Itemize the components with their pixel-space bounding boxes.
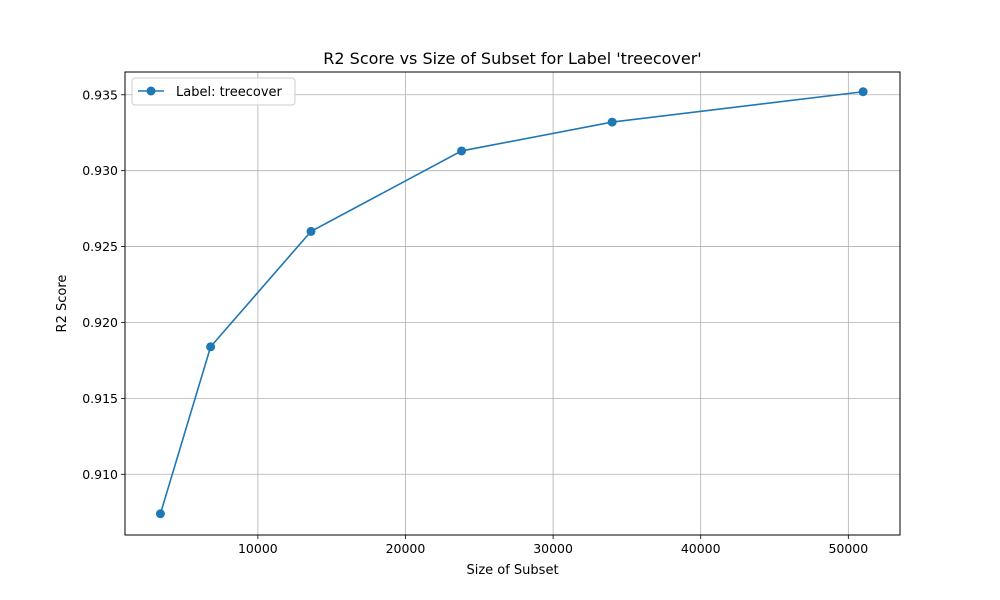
data-point [607,117,617,127]
legend-marker [146,86,156,96]
data-point [155,509,165,519]
x-axis-label: Size of Subset [466,563,558,578]
x-tick-label: 30000 [533,541,573,556]
ticks-layer: 10000 20000 30000 40000 50000 0.910 0.915 0.920… [82,87,868,556]
legend-label: Label: treecover [176,85,283,100]
y-tick-label: 0.935 [82,87,118,102]
data-point [306,226,316,236]
data-point [858,87,868,97]
y-tick-label: 0.920 [82,315,118,330]
x-tick-label: 50000 [828,541,868,556]
plot-area-frame [124,71,901,536]
y-axis-label: R2 Score [55,275,70,333]
y-tick-label: 0.910 [82,467,118,482]
y-tick-label: 0.925 [82,239,118,254]
chart-title: R2 Score vs Size of Subset for Label 'tr… [323,49,701,68]
series-layer [155,87,868,519]
y-tick-label: 0.915 [82,391,118,406]
data-point [457,146,467,156]
data-point [206,342,216,352]
x-tick-label: 10000 [238,541,278,556]
y-tick-label: 0.930 [82,163,118,178]
x-tick-label: 20000 [386,541,426,556]
legend: Label: treecover [131,77,296,106]
legend-box [131,77,296,106]
x-tick-label: 40000 [681,541,721,556]
series-line [159,90,864,514]
